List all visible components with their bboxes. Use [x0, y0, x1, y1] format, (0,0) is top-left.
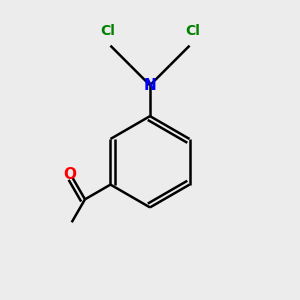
Text: Cl: Cl	[185, 24, 200, 38]
Text: Cl: Cl	[100, 24, 115, 38]
Text: N: N	[144, 78, 156, 93]
Text: O: O	[63, 167, 76, 182]
